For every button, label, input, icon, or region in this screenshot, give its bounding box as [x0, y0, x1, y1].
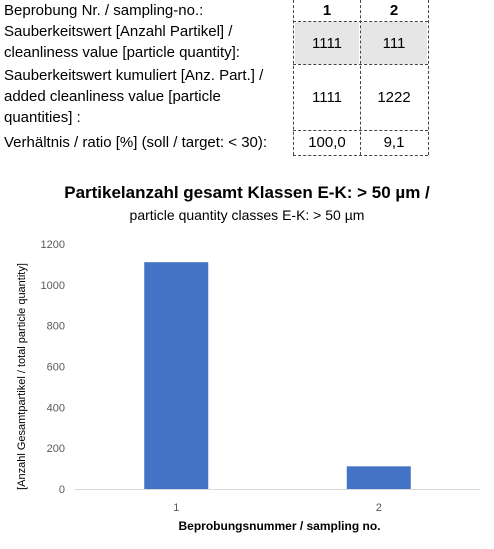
row-label-cumulative-line3: quantities] :	[4, 109, 81, 126]
table-divider	[293, 21, 428, 22]
row-label-cleanliness-line2: cleanliness value [particle quantity]:	[4, 44, 240, 61]
table-divider	[360, 0, 361, 155]
summary-table: Beprobung Nr. / sampling-no.: 1 2 Sauber…	[0, 0, 494, 160]
chart-title: Partikelanzahl gesamt Klassen E-K: > 50 …	[64, 183, 430, 202]
header-label: Beprobung Nr. / sampling-no.:	[4, 2, 204, 19]
col-header-1: 1	[322, 1, 332, 19]
cleanliness-value-1: 1111	[295, 22, 359, 64]
y-axis-title: [Anzahl Gesamtpartikel / total particle …	[16, 263, 28, 490]
y-tick-label: 1200	[41, 239, 65, 251]
y-tick-label: 600	[47, 362, 65, 374]
x-tick-label: 1	[173, 502, 179, 514]
chart-subtitle: particle quantity classes E-K: > 50 µm	[129, 207, 365, 223]
row-label-cleanliness-line1: Sauberkeitswert [Anzahl Partikel] /	[4, 23, 233, 40]
y-tick-label: 400	[47, 402, 65, 414]
table-divider	[293, 64, 428, 65]
bar-1	[144, 262, 209, 489]
y-tick-label: 0	[59, 484, 65, 496]
table-divider	[293, 0, 294, 155]
cleanliness-value-2: 111	[361, 22, 427, 64]
ratio-value-1: 100,0	[308, 134, 346, 151]
row-label-cumulative-line1: Sauberkeitswert kumuliert [Anz. Part.] /	[4, 67, 264, 84]
table-divider	[428, 0, 429, 155]
bar-2	[346, 466, 411, 489]
y-tick-label: 1000	[41, 280, 65, 292]
x-tick-label: 2	[376, 502, 382, 514]
y-tick-label: 800	[47, 321, 65, 333]
row-label-ratio: Verhältnis / ratio [%] (soll / target: <…	[4, 134, 268, 151]
cumulative-value-1: 1111	[311, 88, 343, 106]
x-axis-title: Beprobungsnummer / sampling no.	[178, 519, 380, 533]
table-divider	[293, 155, 428, 156]
table-divider	[293, 130, 428, 131]
col-header-2: 2	[389, 1, 399, 19]
ratio-value-2: 9,1	[383, 134, 405, 151]
row-label-cumulative-line2: added cleanliness value [particle	[4, 88, 221, 105]
y-tick-label: 200	[47, 443, 65, 455]
cumulative-value-2: 1222	[377, 88, 411, 106]
